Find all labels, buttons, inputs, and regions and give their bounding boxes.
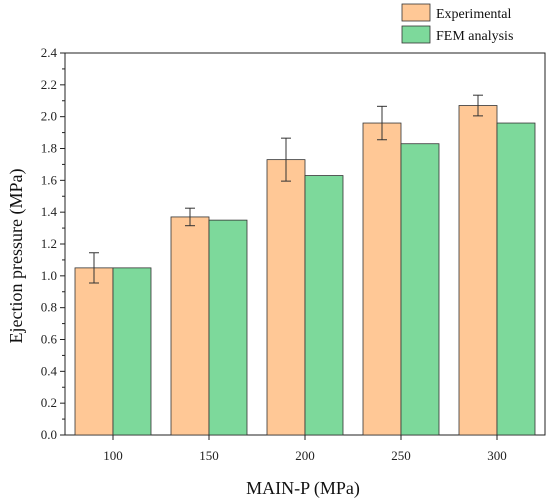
bar-fem-300 <box>496 122 536 436</box>
bar-fem-250 <box>400 143 440 436</box>
y-axis-title: Ejection pressure (MPa) <box>6 169 27 344</box>
x-tick-label: 100 <box>103 448 123 463</box>
legend: Experimental FEM analysis <box>401 3 513 44</box>
bar-experimental-250 <box>362 122 402 436</box>
y-tick-label: 0.2 <box>41 395 57 410</box>
bars-group <box>74 105 536 436</box>
x-tick-label: 250 <box>391 448 411 463</box>
x-axis: 100 150 200 250 300 <box>103 435 507 463</box>
y-tick-label: 2.4 <box>41 45 58 60</box>
legend-label-fem: FEM analysis <box>436 29 513 44</box>
y-tick-label: 0.4 <box>41 363 58 378</box>
x-tick-label: 200 <box>295 448 315 463</box>
legend-label-experimental: Experimental <box>436 7 512 22</box>
bar-experimental-200 <box>266 159 306 436</box>
x-axis-title: MAIN-P (MPa) <box>246 478 360 499</box>
legend-swatch-fem <box>401 25 431 44</box>
bar-experimental-300 <box>458 105 498 436</box>
y-tick-label: 1.4 <box>41 204 58 219</box>
y-tick-label: 2.2 <box>41 77 57 92</box>
bar-fem-200 <box>304 175 344 436</box>
x-tick-label: 150 <box>199 448 219 463</box>
bar-experimental-100 <box>74 267 114 436</box>
y-tick-label: 1.6 <box>41 172 58 187</box>
y-axis: 0.0 0.2 0.4 0.6 0.8 1.0 1.2 1.4 1.6 1.8 2.0 2.2 2.4 <box>41 45 65 442</box>
bar-experimental-150 <box>170 216 210 436</box>
error-bars-group <box>89 94 483 284</box>
y-tick-label: 2.0 <box>41 109 57 124</box>
y-tick-label: 1.8 <box>41 141 57 156</box>
x-tick-label: 300 <box>487 448 507 463</box>
bar-fem-100 <box>112 267 152 436</box>
y-tick-label: 0.6 <box>41 332 58 347</box>
legend-swatch-experimental <box>401 3 431 22</box>
y-tick-label: 1.2 <box>41 236 57 251</box>
y-tick-label: 0.8 <box>41 300 57 315</box>
y-tick-label: 0.0 <box>41 427 57 442</box>
bar-fem-150 <box>208 219 248 436</box>
y-tick-label: 1.0 <box>41 268 57 283</box>
